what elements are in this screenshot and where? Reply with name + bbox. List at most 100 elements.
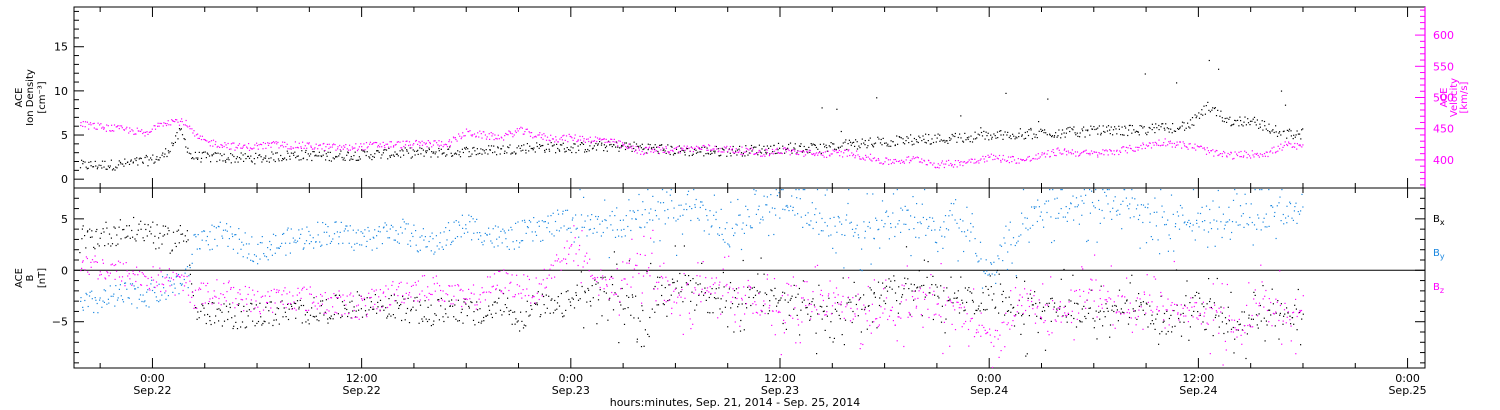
data-point [424, 300, 426, 302]
data-point [1090, 125, 1092, 127]
data-point [1214, 107, 1216, 109]
data-point [414, 281, 416, 284]
data-point [586, 151, 588, 153]
data-point [375, 289, 377, 291]
data-point [538, 147, 540, 149]
data-point [859, 158, 861, 160]
data-point [1269, 151, 1271, 153]
data-point [964, 132, 966, 134]
data-point [104, 160, 106, 162]
data-point [473, 133, 476, 135]
data-point [928, 160, 930, 162]
data-point [812, 298, 814, 300]
data-point [329, 151, 331, 153]
data-point [854, 157, 856, 159]
data-point [1106, 150, 1108, 152]
data-point [792, 149, 794, 151]
data-point [804, 154, 807, 156]
data-point [262, 295, 264, 297]
data-point [209, 231, 211, 233]
data-point [792, 206, 794, 208]
data-point [232, 327, 234, 330]
data-point [404, 144, 407, 146]
data-point [238, 238, 240, 240]
data-point [326, 155, 328, 157]
data-point [1290, 143, 1292, 145]
data-point [1089, 307, 1091, 309]
data-point [479, 232, 481, 234]
data-point [678, 151, 680, 153]
data-point [908, 228, 910, 231]
data-point [428, 299, 430, 301]
data-point [422, 320, 424, 322]
data-point [999, 130, 1001, 132]
data-point [383, 149, 385, 151]
data-point [247, 315, 249, 317]
data-point [592, 232, 594, 234]
data-point [662, 202, 665, 204]
data-point [833, 150, 835, 152]
data-point [819, 151, 821, 153]
data-point [675, 287, 677, 289]
data-point [272, 233, 275, 235]
data-point [1002, 154, 1004, 157]
data-point [358, 146, 360, 148]
data-point [871, 321, 874, 323]
data-point [242, 256, 244, 258]
data-point [694, 206, 696, 208]
data-point [215, 152, 217, 154]
data-point [686, 194, 689, 196]
data-point [379, 299, 382, 301]
data-point [248, 157, 251, 159]
data-point [631, 148, 633, 150]
data-point [138, 130, 140, 132]
data-point [917, 141, 919, 144]
data-point [604, 147, 607, 149]
data-point [333, 233, 336, 235]
data-point [815, 146, 817, 149]
data-point [299, 237, 301, 239]
data-point [806, 151, 808, 153]
y-tick-label: 5 [61, 213, 68, 226]
data-point [532, 137, 534, 139]
data-point [1086, 152, 1088, 154]
data-point [809, 319, 811, 321]
data-point [561, 312, 563, 314]
data-point [571, 297, 573, 299]
data-point [793, 147, 795, 149]
data-point [620, 229, 622, 231]
data-point [1223, 121, 1225, 123]
data-point [631, 150, 633, 152]
data-point [1051, 297, 1053, 299]
data-point [413, 300, 415, 302]
data-point [1213, 219, 1215, 221]
data-point [1015, 136, 1017, 138]
data-point [315, 241, 317, 243]
data-point [724, 306, 726, 308]
data-point [1116, 149, 1118, 151]
data-point [1174, 130, 1177, 132]
data-point [654, 311, 656, 313]
data-point [1028, 155, 1030, 158]
data-point [1021, 159, 1023, 161]
data-point [191, 128, 193, 130]
data-point [235, 321, 237, 323]
data-point [962, 220, 964, 222]
data-point [612, 309, 615, 311]
data-point [1032, 304, 1034, 306]
data-point [924, 296, 926, 298]
data-point [879, 247, 881, 249]
data-point [1286, 307, 1288, 309]
data-point [855, 228, 857, 230]
data-point [663, 151, 666, 153]
data-point [1206, 303, 1208, 305]
right-y-tick-label: 400 [1433, 154, 1454, 167]
data-point [469, 130, 471, 132]
data-point [300, 147, 302, 149]
data-point [991, 273, 993, 275]
data-point [871, 160, 873, 162]
data-point [451, 241, 453, 243]
data-point [941, 235, 943, 237]
data-point [308, 309, 310, 311]
data-point [122, 299, 124, 301]
